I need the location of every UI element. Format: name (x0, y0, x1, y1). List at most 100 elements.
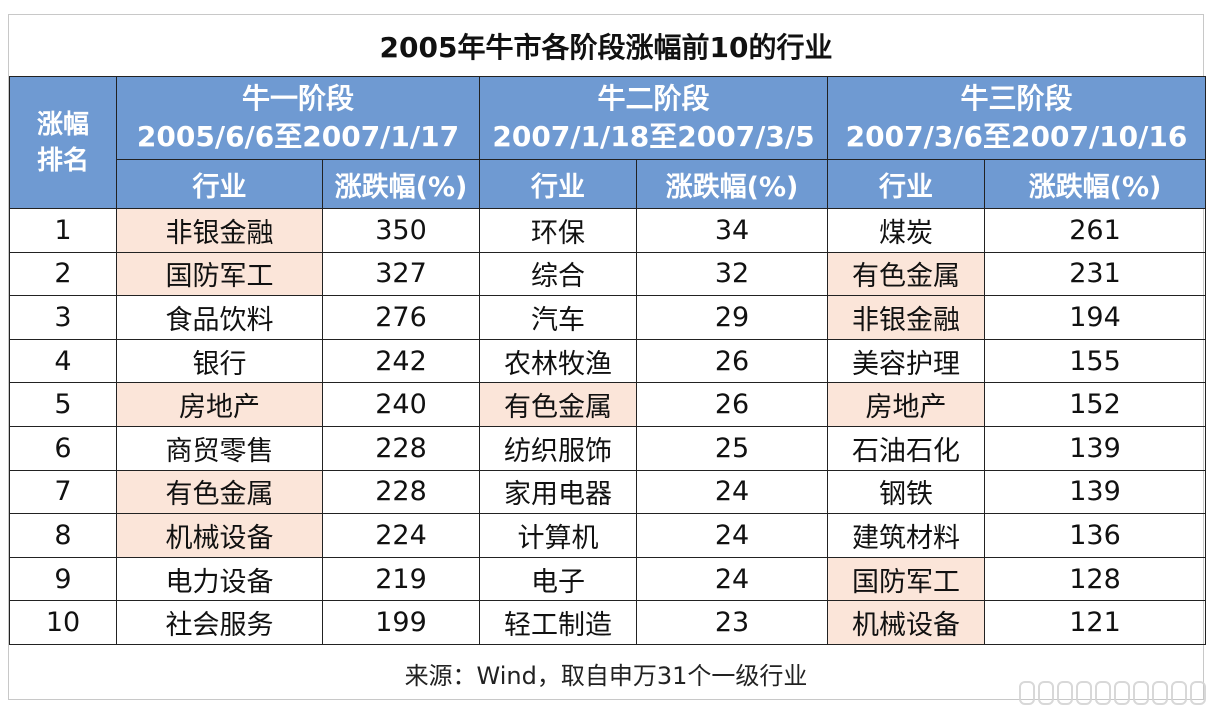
watermark (956, 678, 1206, 708)
change-cell: 152 (983, 382, 1207, 427)
change-cell: 26 (636, 338, 828, 384)
change-cell: 276 (322, 295, 480, 340)
industry-cell: 商贸零售 (116, 425, 323, 471)
change-column-header: 涨跌幅(%) (983, 159, 1207, 209)
industry-cell: 机械设备 (116, 513, 323, 558)
industry-ranking-table: 涨幅 排名 牛一阶段 2005/6/6至2007/1/17 牛二阶段 2007/… (9, 76, 1207, 645)
change-cell: 136 (983, 513, 1207, 558)
change-cell: 121 (983, 600, 1207, 645)
watermark-mark (1057, 681, 1073, 705)
change-column-header: 涨跌幅(%) (636, 159, 828, 209)
rank-cell: 2 (9, 251, 117, 297)
watermark-mark (1095, 681, 1111, 705)
rank-cell: 7 (9, 469, 117, 515)
industry-cell: 房地产 (116, 382, 323, 427)
change-cell: 24 (636, 556, 828, 602)
change-cell: 24 (636, 469, 828, 515)
stage-name: 牛一阶段 (241, 82, 354, 115)
industry-column-header: 行业 (479, 159, 637, 209)
table-row: 6 商贸零售 228 纺织服饰 25 石油石化 139 (9, 425, 1207, 471)
stage-period: 2007/3/6至2007/10/16 (845, 120, 1188, 153)
stage-header-3: 牛三阶段 2007/3/6至2007/10/16 (826, 76, 1207, 160)
watermark-mark (1133, 681, 1149, 705)
industry-cell: 电力设备 (116, 556, 323, 602)
change-cell: 32 (636, 251, 828, 297)
change-cell: 219 (322, 556, 480, 602)
header-row-stages: 涨幅 排名 牛一阶段 2005/6/6至2007/1/17 牛二阶段 2007/… (9, 76, 1207, 209)
change-cell: 199 (322, 600, 480, 645)
industry-cell: 电子 (479, 556, 637, 602)
change-cell: 25 (636, 425, 828, 471)
industry-cell: 机械设备 (827, 600, 985, 645)
table-title: 2005年牛市各阶段涨幅前10的行业 (379, 30, 833, 64)
header-row-columns: 行业 涨跌幅(%) 行业 涨跌幅(%) 行业 涨跌幅(%) (10, 159, 1207, 209)
rank-cell: 6 (9, 425, 117, 471)
industry-cell: 社会服务 (116, 600, 323, 645)
table-row: 8 机械设备 224 计算机 24 建筑材料 136 (9, 513, 1207, 558)
change-cell: 23 (636, 600, 828, 645)
industry-cell: 食品饮料 (116, 295, 323, 340)
industry-column-header: 行业 (116, 159, 323, 209)
stage-header-1: 牛一阶段 2005/6/6至2007/1/17 (116, 76, 480, 160)
industry-cell: 有色金属 (479, 382, 637, 427)
table-body: 1 非银金融 350 环保 34 煤炭 261 2 国防军工 327 综合 32 有色金属 231 3 食品饮… (9, 208, 1207, 645)
change-cell: 240 (322, 382, 480, 427)
change-cell: 231 (983, 251, 1207, 297)
rank-header-line1: 涨幅 (36, 109, 89, 140)
table-row: 9 电力设备 219 电子 24 国防军工 128 (9, 556, 1207, 602)
table-row: 4 银行 242 农林牧渔 26 美容护理 155 (9, 338, 1207, 384)
change-cell: 24 (636, 513, 828, 558)
change-cell: 128 (983, 556, 1207, 602)
industry-cell: 非银金融 (827, 295, 985, 340)
change-cell: 194 (983, 295, 1207, 340)
rank-cell: 1 (9, 208, 117, 253)
industry-cell: 建筑材料 (827, 513, 985, 558)
industry-cell: 非银金融 (116, 208, 323, 253)
change-cell: 139 (983, 469, 1207, 515)
watermark-mark (1152, 681, 1168, 705)
table-row: 7 有色金属 228 家用电器 24 钢铁 139 (9, 469, 1207, 515)
table-row: 10 社会服务 199 轻工制造 23 机械设备 121 (9, 600, 1207, 645)
change-cell: 228 (322, 425, 480, 471)
table-row: 3 食品饮料 276 汽车 29 非银金融 194 (9, 295, 1207, 340)
watermark-mark (1190, 681, 1206, 705)
change-cell: 327 (322, 251, 480, 297)
industry-cell: 环保 (479, 208, 637, 253)
watermark-mark (1171, 681, 1187, 705)
watermark-mark (1019, 681, 1035, 705)
industry-cell: 银行 (116, 338, 323, 384)
rank-cell: 10 (9, 600, 117, 645)
rank-header-line2: 排名 (36, 145, 89, 176)
industry-cell: 计算机 (479, 513, 637, 558)
industry-cell: 综合 (479, 251, 637, 297)
watermark-mark (1038, 681, 1054, 705)
change-cell: 29 (636, 295, 828, 340)
change-column-header: 涨跌幅(%) (322, 159, 480, 209)
rank-cell: 5 (9, 382, 117, 427)
rank-header: 涨幅 排名 (9, 76, 117, 209)
industry-cell: 煤炭 (827, 208, 985, 253)
stage-header-2: 牛二阶段 2007/1/18至2007/3/5 (479, 76, 828, 160)
industry-column-header: 行业 (827, 159, 985, 209)
watermark-mark (1114, 681, 1130, 705)
industry-cell: 纺织服饰 (479, 425, 637, 471)
industry-cell: 美容护理 (827, 338, 985, 384)
table-card: 2005年牛市各阶段涨幅前10的行业 涨幅 排名 牛一阶段 2005/6/6至2… (8, 14, 1207, 700)
source-note: 来源：Wind，取自申万31个一级行业 (404, 661, 808, 690)
table-row: 5 房地产 240 有色金属 26 房地产 152 (9, 382, 1207, 427)
rank-cell: 4 (9, 338, 117, 384)
stage-name: 牛二阶段 (597, 82, 710, 115)
industry-cell: 有色金属 (827, 251, 985, 297)
change-cell: 261 (983, 208, 1207, 253)
watermark-mark (1076, 681, 1092, 705)
rank-cell: 3 (9, 295, 117, 340)
industry-cell: 房地产 (827, 382, 985, 427)
change-cell: 139 (983, 425, 1207, 471)
industry-cell: 有色金属 (116, 469, 323, 515)
change-cell: 228 (322, 469, 480, 515)
industry-cell: 石油石化 (827, 425, 985, 471)
change-cell: 350 (322, 208, 480, 253)
change-cell: 34 (636, 208, 828, 253)
industry-cell: 家用电器 (479, 469, 637, 515)
stage-name: 牛三阶段 (960, 82, 1073, 115)
